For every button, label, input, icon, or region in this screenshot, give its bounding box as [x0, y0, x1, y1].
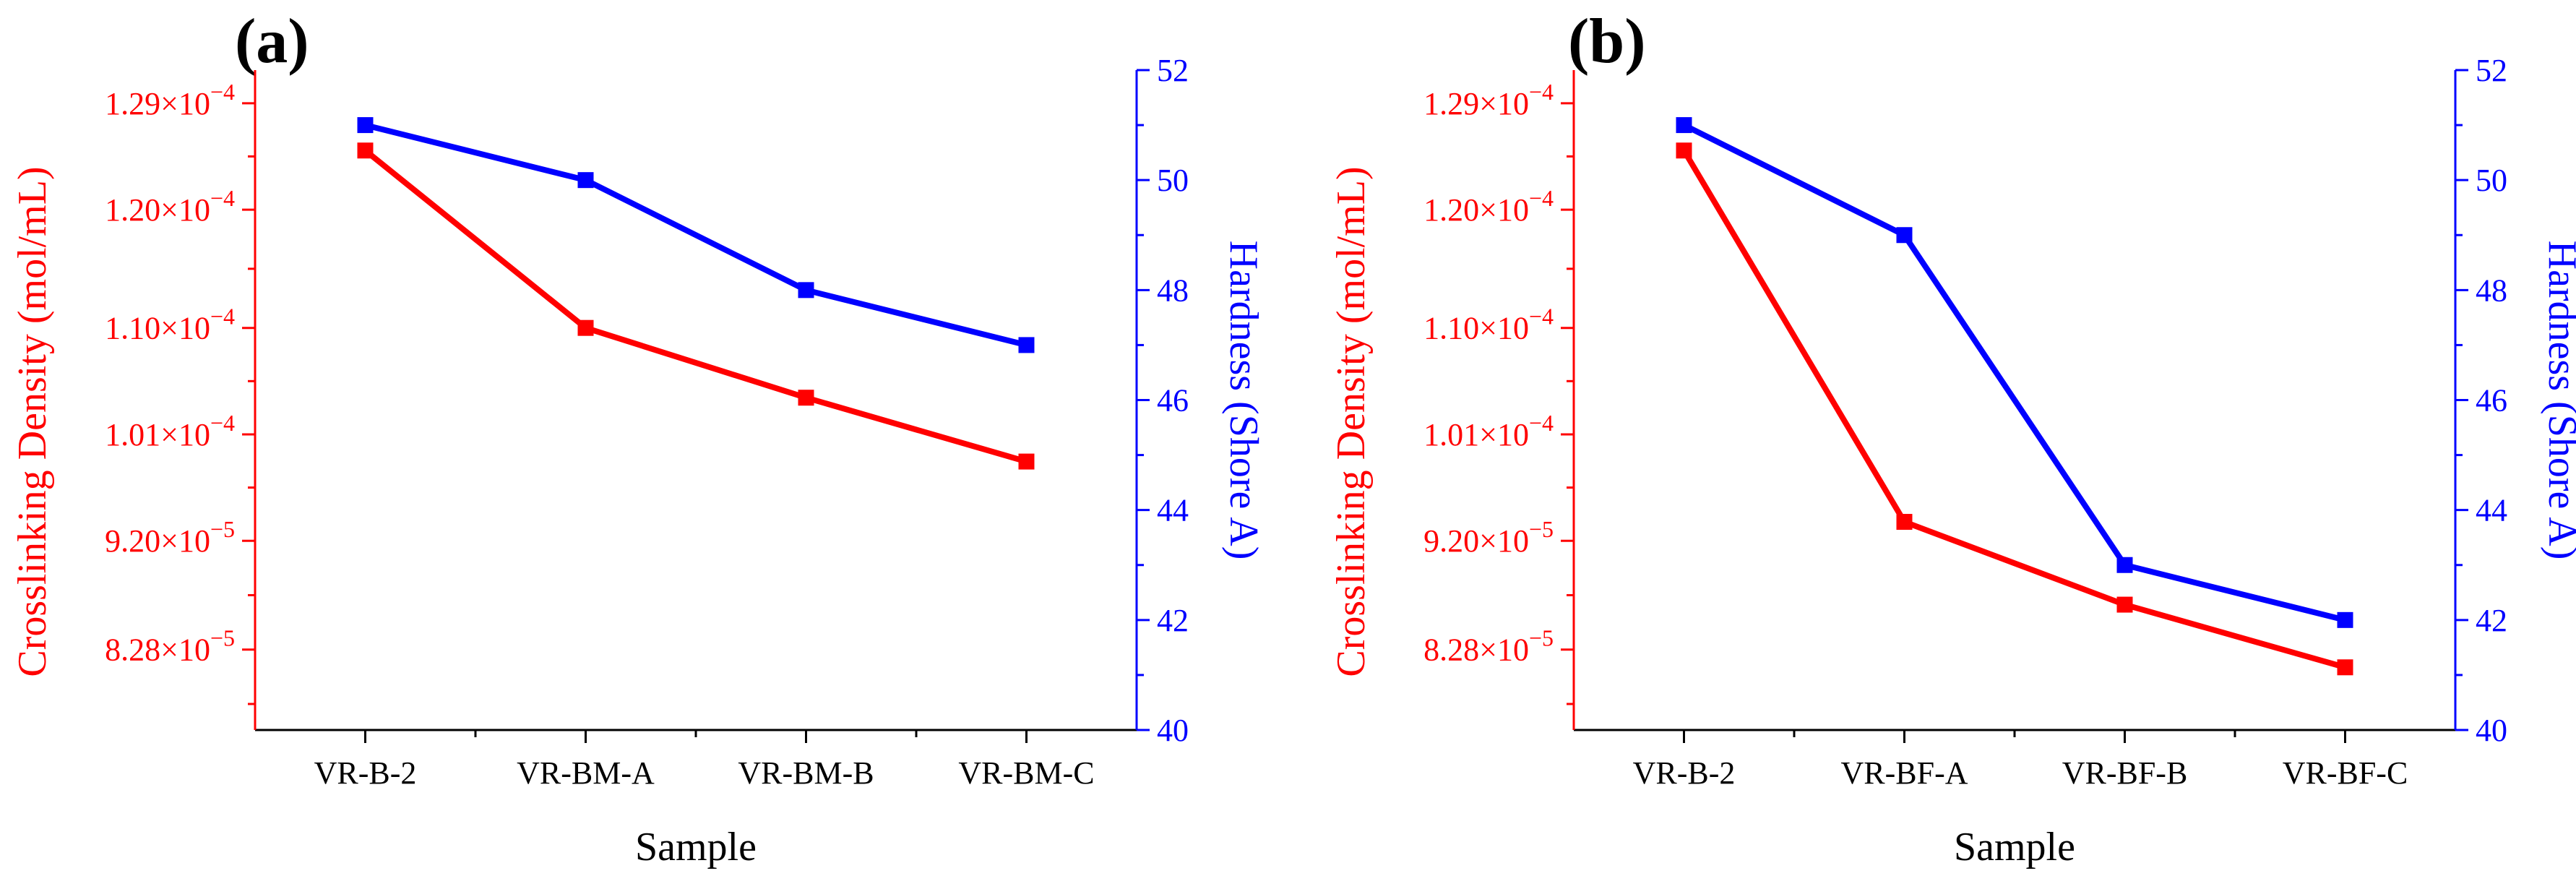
right-tick-label: 46 — [2476, 383, 2507, 418]
right-tick-label: 42 — [2476, 603, 2507, 638]
left-tick-label: 8.28×10−5 — [1423, 625, 1554, 668]
right-tick-label: 50 — [2476, 163, 2507, 198]
left-tick-label: 1.20×10−4 — [105, 185, 235, 228]
data-point-crosslinking — [1676, 142, 1692, 159]
data-point-crosslinking — [357, 142, 374, 159]
data-point-hardness — [2116, 557, 2133, 573]
x-tick-label: VR-BF-A — [1840, 755, 1968, 791]
series-line-crosslinking — [1681, 149, 2346, 671]
left-tick-label: 1.10×10−4 — [105, 304, 235, 346]
right-tick-label: 44 — [2476, 493, 2507, 528]
data-point-hardness — [357, 117, 374, 134]
left-tick-label: 1.01×10−4 — [1423, 410, 1554, 452]
right-axis-title: Hardness (Shore A) — [2540, 241, 2576, 560]
data-point-crosslinking — [798, 390, 814, 406]
right-tick-label: 42 — [1157, 603, 1189, 638]
x-tick-label: VR-B-2 — [1633, 755, 1736, 791]
x-tick-label: VR-BM-B — [738, 755, 874, 791]
right-tick-label: 48 — [1157, 272, 1189, 308]
chart-panel-2: (b) VR-B-2 VR-BF-A VR-BF-B VR-BF-C Sample 8.28… — [1329, 7, 2576, 869]
right-tick-label: 40 — [1157, 713, 1189, 748]
right-tick-label: 50 — [1157, 163, 1189, 198]
right-tick-label: 44 — [1157, 493, 1189, 528]
data-point-hardness — [1018, 337, 1035, 353]
data-point-crosslinking — [1018, 453, 1035, 470]
data-point-hardness — [1676, 117, 1692, 134]
left-tick-label: 1.29×10−4 — [1423, 79, 1554, 121]
panel-label: (b) — [1568, 7, 1646, 77]
left-tick-label: 1.10×10−4 — [1423, 304, 1554, 346]
series-line-hardness — [364, 122, 1028, 348]
left-axis-title: Crosslinking Density (mol/mL) — [1329, 166, 1374, 677]
x-axis-title: Sample — [635, 825, 757, 869]
left-axis-title: Crosslinking Density (mol/mL) — [10, 166, 55, 677]
data-point-hardness — [577, 172, 594, 189]
panel-label: (a) — [235, 7, 309, 77]
left-tick-label: 1.01×10−4 — [105, 410, 235, 452]
data-point-crosslinking — [577, 319, 594, 336]
left-tick-label: 1.20×10−4 — [1423, 185, 1554, 228]
left-tick-label: 9.20×10−5 — [105, 516, 235, 559]
right-tick-label: 52 — [2476, 53, 2507, 88]
left-tick-label: 1.29×10−4 — [105, 79, 235, 121]
right-tick-label: 52 — [1157, 53, 1189, 88]
x-tick-label: VR-BF-B — [2062, 755, 2188, 791]
x-tick-label: VR-BF-C — [2283, 755, 2408, 791]
data-point-crosslinking — [2337, 659, 2353, 676]
series-line-crosslinking — [363, 148, 1028, 465]
x-axis-title: Sample — [1954, 825, 2075, 869]
right-tick-label: 48 — [2476, 272, 2507, 308]
x-tick-label: VR-BM-C — [958, 755, 1094, 791]
x-tick-label: VR-BM-A — [517, 755, 655, 791]
left-tick-label: 8.28×10−5 — [105, 625, 235, 668]
data-point-crosslinking — [1896, 514, 1913, 531]
series-line-hardness — [1682, 122, 2346, 623]
chart-panel-1: (a) VR-B-2 VR-BM-A VR-BM-B VR-BM-C Sample 8.28… — [10, 7, 1266, 869]
right-tick-label: 40 — [2476, 713, 2507, 748]
data-point-hardness — [1896, 227, 1913, 244]
right-axis-title: Hardness (Shore A) — [1221, 241, 1266, 560]
data-point-hardness — [798, 282, 814, 299]
x-tick-label: VR-B-2 — [314, 755, 417, 791]
data-point-hardness — [2337, 611, 2353, 628]
data-point-crosslinking — [2116, 596, 2133, 613]
left-tick-label: 9.20×10−5 — [1423, 516, 1554, 559]
right-tick-label: 46 — [1157, 383, 1189, 418]
